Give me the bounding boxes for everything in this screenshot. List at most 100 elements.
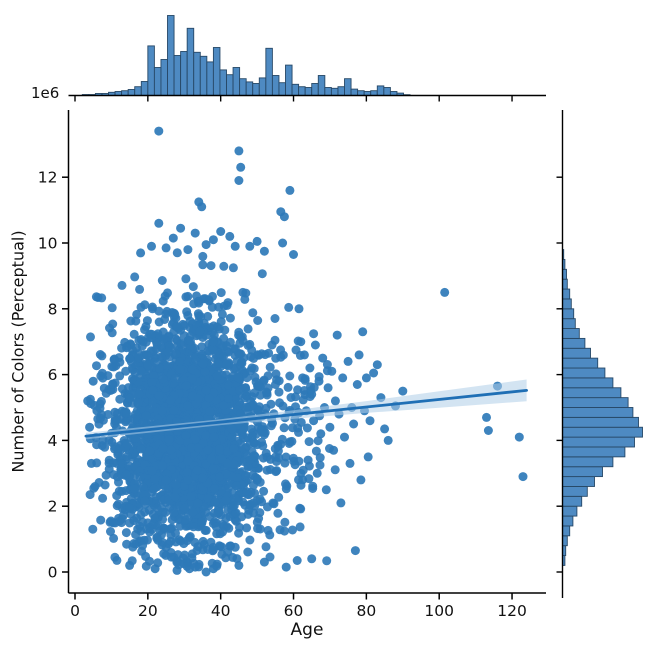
scatter-point (183, 245, 193, 255)
top-hist-bar (252, 83, 260, 96)
scatter-point (240, 393, 250, 403)
scatter-point (211, 395, 221, 405)
scatter-point (203, 494, 213, 503)
scatter-point (254, 514, 264, 523)
top-hist-bar (127, 89, 136, 96)
scatter-point (101, 470, 111, 480)
scatter-point (188, 282, 198, 292)
scatter-point (168, 233, 178, 243)
scatter-point (208, 235, 218, 245)
top-hist-bar (232, 67, 241, 96)
scatter-point (158, 514, 168, 524)
scatter-point (241, 288, 251, 298)
scatter-point (296, 480, 306, 490)
scatter-point (309, 329, 319, 339)
scatter-point (330, 465, 340, 475)
scatter-point (271, 353, 281, 363)
scatter-point (121, 528, 131, 538)
scatter-point (136, 335, 146, 344)
x-tick-label: 120 (497, 602, 527, 620)
scatter-point (198, 260, 208, 270)
scatter-point (294, 304, 304, 314)
scatter-point (294, 456, 304, 466)
scatter-point (219, 334, 229, 343)
scatter-point (514, 432, 524, 442)
scatter-point (217, 309, 227, 319)
scatter-point (303, 455, 313, 465)
scatter-point (361, 373, 371, 383)
scatter-point (162, 361, 172, 370)
scatter-point (284, 302, 294, 312)
scatter-point (243, 547, 253, 557)
top-hist-bar (134, 86, 142, 96)
top-hist-bar (140, 81, 149, 96)
top-hist-bar (383, 87, 391, 96)
right-hist-bar (562, 407, 634, 418)
scatter-point (330, 396, 340, 406)
scatter-point (278, 401, 288, 411)
scatter-point (201, 431, 211, 440)
scatter-point (227, 424, 237, 434)
scatter-point (170, 309, 180, 319)
scatter-point (208, 545, 218, 555)
scatter-point (216, 486, 226, 496)
scatter-point (197, 349, 207, 359)
scatter-point (233, 373, 243, 383)
scatter-point (304, 437, 314, 447)
scatter-point (96, 413, 105, 423)
top-hist-bar (180, 51, 188, 96)
scatter-point (217, 454, 227, 464)
scatter-point (98, 493, 108, 503)
scatter-point (196, 312, 206, 322)
scatter-point (187, 443, 196, 453)
scatter-point (212, 371, 222, 381)
scatter-point (315, 453, 325, 463)
scatter-point (150, 357, 160, 367)
scatter-point (318, 353, 328, 363)
y-tick-label: 6 (48, 366, 58, 384)
top-hist-bar (245, 81, 254, 96)
scatter-point (198, 473, 208, 483)
scatter-point (225, 313, 235, 323)
scatter-point (221, 360, 231, 369)
scatter-point (369, 368, 379, 378)
scatter-point (122, 439, 132, 449)
scatter-point (193, 498, 203, 508)
scatter-point (238, 336, 248, 346)
scatter-point (240, 500, 250, 510)
scatter-point (255, 524, 265, 534)
scatter-point (258, 422, 268, 432)
scatter-point (262, 465, 272, 475)
regression-line-group (84, 388, 529, 438)
scatter-point (203, 311, 213, 321)
scatter-point (222, 300, 232, 310)
scatter-point (180, 550, 190, 560)
regression-line (84, 388, 529, 438)
scatter-point (106, 527, 115, 536)
scatter-point (205, 512, 215, 522)
scatter-point (302, 423, 312, 433)
scatter-point (247, 431, 257, 441)
right-hist-bar (562, 456, 614, 468)
scatter-point (197, 202, 207, 212)
scatter-point (234, 146, 244, 156)
scatter-point (125, 518, 135, 528)
scatter-point (185, 336, 195, 346)
scatter-point (154, 126, 164, 136)
scatter-point (227, 432, 237, 442)
scatter-point (229, 501, 239, 511)
scatter-point (229, 344, 239, 354)
scatter-point (329, 445, 339, 455)
scatter-point (203, 445, 213, 455)
scatter-point (259, 486, 269, 496)
scatter-point (138, 541, 148, 550)
x-tick-label: 0 (70, 602, 80, 620)
scatter-point (114, 477, 123, 487)
scatter-point (159, 334, 168, 344)
scatter-point (242, 487, 252, 497)
scatter-point (208, 425, 218, 435)
scatter-point (88, 524, 98, 534)
scatter-point (166, 445, 176, 455)
